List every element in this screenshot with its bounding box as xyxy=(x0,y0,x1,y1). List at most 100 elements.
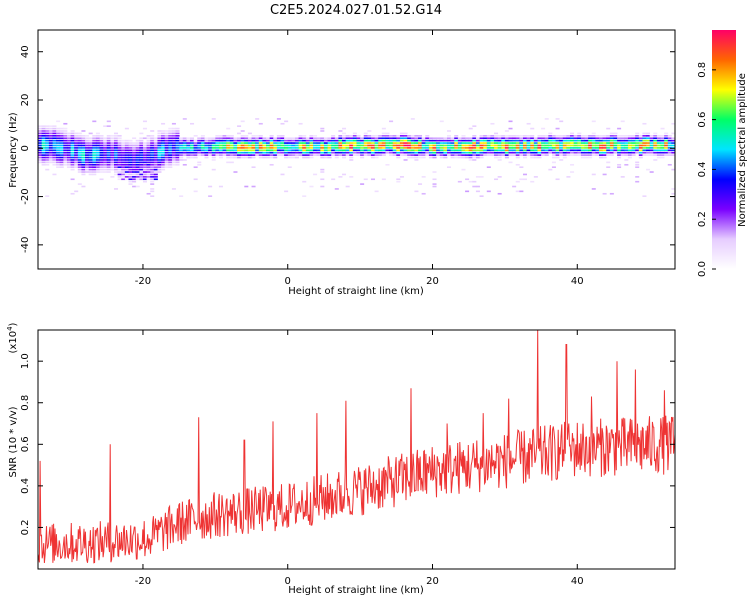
spectrogram-cell xyxy=(59,142,64,144)
spectrogram-cell xyxy=(479,135,484,137)
spectrogram-cell xyxy=(153,144,158,147)
spectrogram-cell xyxy=(77,161,82,164)
spectrogram-cell xyxy=(106,139,111,142)
spectrogram-cell xyxy=(352,142,357,144)
spectrogram-cell xyxy=(399,139,404,142)
spectrogram-cell xyxy=(410,147,415,149)
spectrogram-cell xyxy=(360,154,365,156)
spectrogram-cell xyxy=(142,180,147,183)
spectrogram-cell xyxy=(124,127,129,130)
spectrogram-cell xyxy=(128,161,133,164)
spectrogram-cell xyxy=(233,144,238,147)
spectrogram-cell xyxy=(182,139,187,142)
spectrogram-cell xyxy=(407,147,412,149)
spectrogram-cell xyxy=(497,135,502,137)
spectrogram-cell xyxy=(114,149,119,152)
spectrogram-cell xyxy=(320,144,325,147)
spectrogram-cell xyxy=(110,144,115,147)
spectrogram-cell xyxy=(541,154,546,156)
spectrogram-cell xyxy=(280,149,285,152)
spectrogram-cell xyxy=(620,149,625,152)
spectrogram-cell xyxy=(320,156,325,159)
spectrogram-cell xyxy=(494,178,499,181)
spectrogram-cell xyxy=(208,151,213,154)
snr-y-tick-label: 0.6 xyxy=(20,436,31,452)
spectrogram-cell xyxy=(617,127,622,130)
spectrogram-cell xyxy=(667,139,672,142)
spectrogram-cell xyxy=(472,139,477,142)
spectrogram-cell xyxy=(530,137,535,140)
spectrogram-cell xyxy=(218,135,223,137)
spectrogram-cell xyxy=(66,149,71,152)
spectrogram-cell xyxy=(316,144,321,147)
spectrogram-cell xyxy=(77,159,82,161)
spectrogram-cell xyxy=(410,154,415,156)
spectrogram-cell xyxy=(522,144,528,147)
spectrogram-cell xyxy=(374,137,379,140)
spectrogram-cell xyxy=(519,147,524,149)
spectrogram-cell xyxy=(284,156,289,159)
spectrogram-cell xyxy=(182,149,187,152)
spectrogram-cell xyxy=(418,135,423,137)
spectrogram-cell xyxy=(59,144,64,147)
spectrogram-cell xyxy=(193,190,198,193)
spectrogram-cell xyxy=(298,154,303,156)
spectrogram-cell xyxy=(421,156,426,159)
spectrogram-cell xyxy=(211,142,216,144)
spectrogram-cell xyxy=(443,142,448,144)
spectrogram-cell xyxy=(175,149,180,152)
spectrogram-cell xyxy=(537,142,542,144)
spectrogram-cell xyxy=(577,144,582,147)
spectrogram-cell xyxy=(598,139,604,142)
spectrogram-cell xyxy=(613,135,618,137)
spectrogram-cell xyxy=(425,151,430,154)
spectrogram-cell xyxy=(48,137,53,140)
spectrogram-cell xyxy=(595,142,600,144)
spectrogram-cell xyxy=(77,139,82,142)
spectrogram-cell xyxy=(530,135,535,137)
spectrogram-cell xyxy=(490,144,495,147)
spectrogram-cell xyxy=(59,149,64,152)
spectrogram-cell xyxy=(396,135,401,137)
spectrogram-cell xyxy=(150,130,155,132)
spectrogram-cell xyxy=(555,154,560,156)
spectrogram-cell xyxy=(428,137,433,140)
spectrogram-cell xyxy=(454,149,459,152)
spectrogram-cell xyxy=(244,139,249,142)
spectrogram-cell xyxy=(74,159,79,161)
spectrogram-cell xyxy=(298,149,303,152)
spectrogram-cell xyxy=(302,139,307,142)
spectrogram-cell xyxy=(570,142,575,144)
spectrogram-cell xyxy=(175,147,180,149)
spectrogram-cell xyxy=(103,147,108,149)
spectrogram-cell xyxy=(179,137,184,140)
spectrogram-cell xyxy=(494,147,499,149)
spectrogram-cell xyxy=(627,156,632,159)
spectrogram-cell xyxy=(150,166,155,169)
spectrogram-cell xyxy=(606,139,611,142)
spectrogram-cell xyxy=(381,142,386,144)
spectrogram-cell xyxy=(139,147,144,149)
spectrogram-cell xyxy=(313,142,318,144)
spectrogram-cell xyxy=(258,156,263,159)
spectrogram-cell xyxy=(352,154,357,156)
spectrogram-cell xyxy=(606,154,611,156)
spectrogram-cell xyxy=(150,163,155,166)
spectrogram-cell xyxy=(182,147,187,149)
spectrogram-cell xyxy=(103,166,108,169)
spectrogram-cell xyxy=(649,139,654,142)
spectrogram-cell xyxy=(649,144,654,147)
spectrogram-cell xyxy=(573,151,578,154)
spectrogram-cell xyxy=(88,132,93,135)
spectrogram-cell xyxy=(92,135,97,137)
spectrogram-cell xyxy=(153,137,158,140)
spectrogram-cell xyxy=(251,144,256,147)
spectrogram-cell xyxy=(106,144,111,147)
spectrogram-cell xyxy=(48,125,53,127)
spectrogram-cell xyxy=(121,166,126,169)
spectrogram-cell xyxy=(439,151,444,154)
spectrogram-cell xyxy=(363,142,368,144)
spectrogram-cell xyxy=(465,142,470,144)
spectrogram-cell xyxy=(197,144,202,147)
